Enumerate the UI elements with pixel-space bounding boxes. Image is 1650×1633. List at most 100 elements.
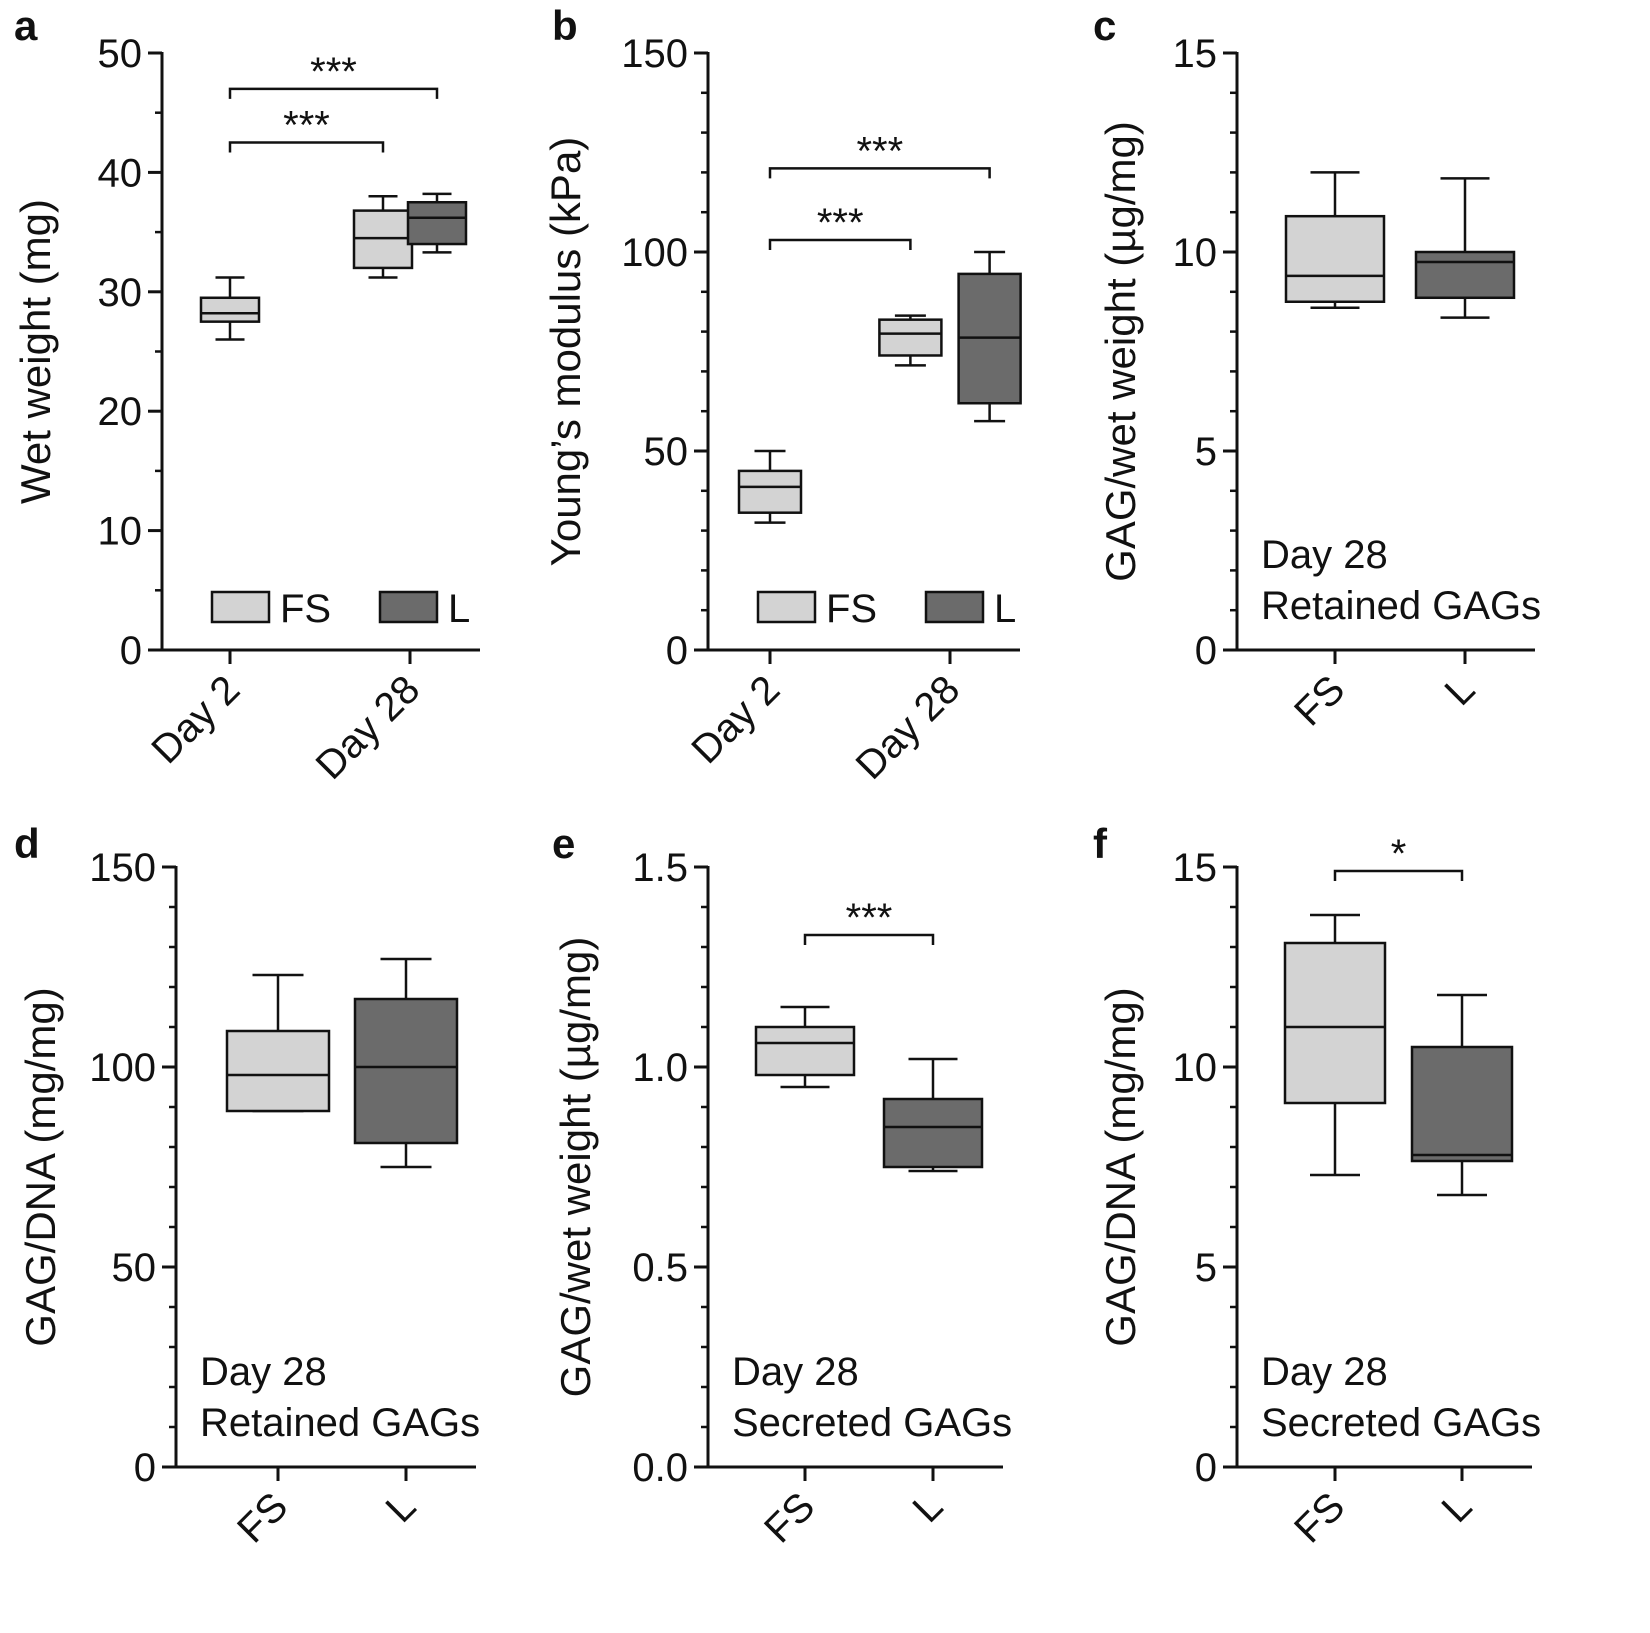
legend-swatch-l (924, 590, 985, 624)
x-tick-label: L (378, 1484, 425, 1531)
bracket-line (228, 87, 439, 99)
box-iqr (1284, 214, 1386, 303)
significance-label: *** (817, 201, 864, 245)
x-tick-label: Day 2 (143, 667, 248, 772)
y-tick-label: 50 (112, 1246, 157, 1290)
legend: FS L (756, 587, 1016, 631)
bracket-line (768, 238, 912, 251)
box-fs (878, 314, 943, 367)
annotation-line: Day 28 (1261, 533, 1388, 577)
x-tick-label: L (905, 1484, 952, 1531)
y-tick-label: 15 (1173, 846, 1218, 890)
panel-e: e 0.0 0.5 1.0 1.5 GAG/wet weight (µg/mg) FS L **… (552, 820, 1012, 1552)
box-iqr (1410, 1045, 1514, 1163)
bracket-line (1333, 869, 1464, 881)
legend-swatch-l (378, 590, 439, 624)
panel-letter: e (552, 820, 575, 867)
y-tick-label: 100 (621, 231, 688, 275)
box-fs (352, 195, 414, 279)
x-tick-label: Day 28 (848, 667, 969, 788)
box-l (353, 957, 459, 1169)
annotation-line: Day 28 (732, 1350, 859, 1394)
significance-label: *** (846, 896, 893, 940)
y-tick-label: 50 (644, 430, 689, 474)
legend-label: L (448, 587, 470, 631)
significance-bracket: *** (228, 104, 385, 153)
bracket-line (228, 141, 385, 153)
x-tick-label: FS (1286, 667, 1353, 734)
y-axis-label: GAG/DNA (mg/mg) (17, 987, 64, 1346)
y-tick-label: 0.5 (632, 1246, 688, 1290)
x-tick-label: FS (756, 1484, 823, 1551)
box-l (1414, 177, 1516, 319)
panel-letter: c (1093, 2, 1116, 49)
panel-d: d 0 50 100 150 GAG/DNA (mg/mg) FS L Day 28 Retain… (14, 820, 480, 1552)
significance-bracket: *** (768, 201, 912, 251)
box-fs (754, 1005, 856, 1089)
y-tick-label: 0 (120, 629, 142, 673)
y-axis-label: GAG/DNA (mg/mg) (1097, 987, 1144, 1346)
y-tick-label: 50 (98, 32, 143, 76)
significance-label: *** (310, 50, 357, 94)
y-tick-label: 5 (1195, 1246, 1217, 1290)
legend: FS L (210, 587, 470, 631)
y-tick-label: 0 (134, 1446, 156, 1490)
significance-bracket: *** (803, 896, 935, 945)
x-tick-label: FS (229, 1484, 296, 1551)
annotation-line: Secreted GAGs (732, 1401, 1012, 1445)
box-iqr (406, 201, 468, 246)
x-tick-label: Day 28 (308, 667, 429, 788)
annotation: Day 28 Retained GAGs (1261, 533, 1541, 628)
significance-label: *** (856, 129, 903, 173)
y-tick-label: 0.0 (632, 1446, 688, 1490)
box-l (882, 1057, 984, 1173)
box-iqr (1283, 941, 1387, 1105)
legend-swatch-fs (210, 590, 271, 624)
y-tick-label: 10 (1173, 231, 1218, 275)
y-tick-label: 20 (98, 390, 143, 434)
y-tick-label: 10 (98, 510, 143, 554)
legend-swatch-fs (756, 590, 817, 624)
annotation-line: Secreted GAGs (1261, 1401, 1541, 1445)
legend-label: L (994, 587, 1016, 631)
box-iqr (353, 997, 459, 1145)
x-tick-label: FS (1286, 1484, 1353, 1551)
panel-b: b 0 50 100 150 Young’s modulus (kPa) Day 2 Day … (542, 2, 1022, 788)
box-fs (1283, 913, 1387, 1177)
y-tick-label: 40 (98, 151, 143, 195)
box-l (1410, 993, 1514, 1197)
y-tick-label: 0 (1195, 629, 1217, 673)
annotation: Day 28 Secreted GAGs (732, 1350, 1012, 1445)
y-tick-label: 0 (666, 629, 688, 673)
annotation: Day 28 Retained GAGs (200, 1350, 480, 1445)
legend-label: FS (826, 587, 877, 631)
box-l (957, 250, 1022, 423)
panel-f: f 0 5 10 15 GAG/DNA (mg/mg) FS L * Day 28 Secreted… (1093, 820, 1541, 1552)
bracket-line (803, 933, 935, 945)
y-tick-label: 1.0 (632, 1046, 688, 1090)
significance-bracket: * (1333, 832, 1464, 881)
y-tick-label: 30 (98, 271, 143, 315)
x-tick-label: L (1434, 1484, 1481, 1531)
annotation-line: Day 28 (1261, 1350, 1388, 1394)
y-axis-label: GAG/wet weight (µg/mg) (1097, 121, 1144, 582)
y-tick-label: 10 (1173, 1046, 1218, 1090)
panel-a: a 0 10 20 30 40 50 Wet weight (mg) Day 2 Day 28 **… (12, 2, 480, 788)
annotation-line: Day 28 (200, 1350, 327, 1394)
y-axis-label: Young’s modulus (kPa) (542, 137, 589, 567)
x-tick-label: L (1437, 667, 1484, 714)
annotation: Day 28 Secreted GAGs (1261, 1350, 1541, 1445)
y-tick-label: 5 (1195, 430, 1217, 474)
y-axis-label: GAG/wet weight (µg/mg) (552, 937, 599, 1398)
significance-label: * (1391, 832, 1407, 876)
box-fs (737, 449, 803, 524)
y-tick-label: 15 (1173, 32, 1218, 76)
box-l (406, 192, 468, 254)
y-axis-label: Wet weight (mg) (12, 199, 59, 504)
box-fs (199, 276, 261, 341)
box-iqr (199, 296, 261, 323)
significance-label: *** (283, 104, 330, 148)
significance-bracket: *** (768, 129, 991, 179)
panel-letter: d (14, 820, 40, 867)
